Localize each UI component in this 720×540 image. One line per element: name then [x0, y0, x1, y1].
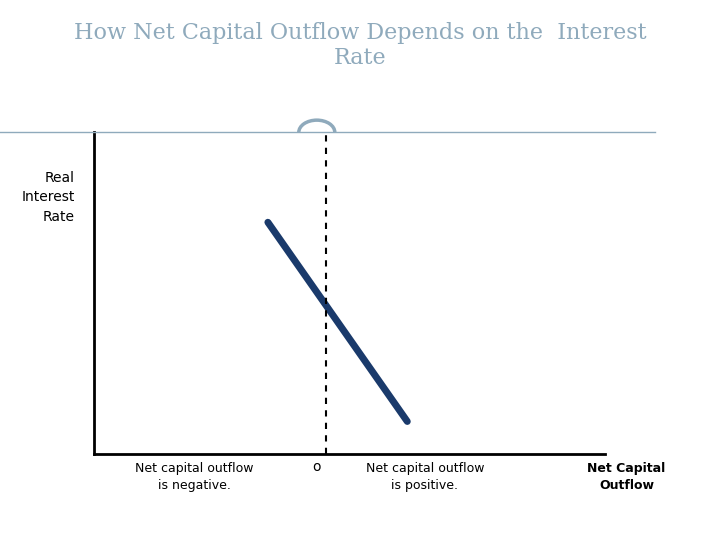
- Text: Net capital outflow
is positive.: Net capital outflow is positive.: [366, 462, 484, 492]
- Text: Net capital outflow
is negative.: Net capital outflow is negative.: [135, 462, 253, 492]
- Text: How Net Capital Outflow Depends on the  Interest
Rate: How Net Capital Outflow Depends on the I…: [73, 22, 647, 69]
- Text: Net Capital
Outflow: Net Capital Outflow: [588, 462, 665, 492]
- Text: o: o: [312, 460, 321, 474]
- Text: Real
Interest
Rate: Real Interest Rate: [22, 171, 75, 224]
